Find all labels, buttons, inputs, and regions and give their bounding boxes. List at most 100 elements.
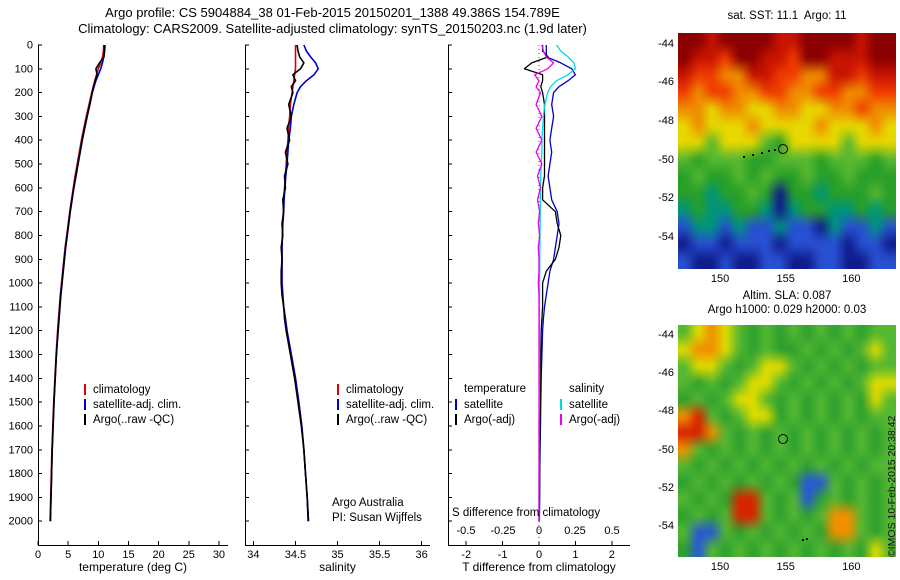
lat-tick-label: -52 <box>658 481 674 494</box>
lat-tick-label: -54 <box>658 519 674 532</box>
y-tick-label: 600 <box>15 182 33 194</box>
y-tick-label: 1500 <box>9 397 33 409</box>
y-tick-label: 1900 <box>9 492 33 504</box>
argo-adj-s-difference-line <box>533 44 555 522</box>
difference-legend-salinity: salinity satellite Argo(-adj) <box>560 382 620 427</box>
y-tick-label: 0 <box>27 40 33 52</box>
pi-line: PI: Susan Wijffels <box>332 512 422 524</box>
legend-label: Argo(..raw -QC) <box>346 413 428 426</box>
legend-item: climatology <box>337 382 434 397</box>
x-tick-label: 35.5 <box>369 549 390 561</box>
x-tick-label: 1 <box>572 549 578 561</box>
x-tick-label: 36 <box>415 549 427 561</box>
argo-australia-line: Argo Australia <box>332 497 404 509</box>
legend-item: Argo(-adj) <box>560 412 620 427</box>
y-tick-label: 300 <box>15 111 33 123</box>
s-tick-label: 0.25 <box>564 525 586 537</box>
legend-label: climatology <box>346 383 404 396</box>
salinity-profile: 34 34.5 35 35.5 36 salinity <box>245 44 430 574</box>
lon-tick-label: 155 <box>776 273 795 285</box>
lat-tick-label: -44 <box>658 329 674 342</box>
axis-frame <box>245 45 430 546</box>
legend-label: climatology <box>93 383 151 396</box>
y-tick-label: 1800 <box>9 468 33 480</box>
x-tick-label: -1 <box>498 549 508 561</box>
legend-header: salinity <box>569 383 605 395</box>
lon-tick-label: 155 <box>776 561 795 573</box>
argo-line-swatch <box>455 414 457 425</box>
temperature-legend: climatology satellite-adj. clim. Argo(..… <box>84 382 181 427</box>
y-tick-label: 800 <box>15 230 33 242</box>
figure-title-line2: Climatology: CARS2009. Satellite-adjuste… <box>78 21 587 36</box>
lat-tick-label: -48 <box>658 114 674 127</box>
lat-tick-label: -46 <box>658 367 674 380</box>
sla-title-line1: Altim. SLA: 0.087 <box>742 290 832 302</box>
satellite-line-swatch <box>455 399 457 410</box>
x-axis-label: T difference from climatology <box>462 560 616 574</box>
trajectory-dot <box>801 538 804 541</box>
y-tick-label: 200 <box>15 87 33 99</box>
temperature-profile: 0 5 10 15 20 25 300100200300400500600700800900… <box>9 40 228 574</box>
lat-tick-label: -50 <box>658 443 674 456</box>
lat-tick-label: -54 <box>658 231 674 244</box>
argo-raw-qc--line <box>49 45 106 522</box>
s-difference-label: S difference from climatology <box>452 507 601 519</box>
argo-raw-qc--line <box>280 44 309 522</box>
y-tick-label: 1600 <box>9 420 33 432</box>
trajectory-dot <box>761 151 764 154</box>
x-tick-label: 34 <box>247 549 259 561</box>
x-tick-label: 5 <box>65 549 71 561</box>
legend-item: Argo(-adj) <box>455 412 526 427</box>
satellite-adj-clim--line <box>49 44 106 522</box>
difference-legend-temperature: temperature satellite Argo(-adj) <box>455 382 526 427</box>
x-tick-label: -2 <box>461 549 471 561</box>
x-tick-label: 20 <box>153 549 165 561</box>
climatology-line-swatch <box>84 384 86 395</box>
figure-title-line1: Argo profile: CS 5904884_38 01-Feb-2015 … <box>105 5 560 20</box>
climatology-line <box>49 44 105 522</box>
s-tick-label: 0.5 <box>604 525 620 537</box>
lon-tick-label: 160 <box>842 561 861 573</box>
legend-label: satellite <box>569 398 608 411</box>
sst-map-title: sat. SST: 11.1 Argo: 11 <box>727 10 847 22</box>
float-position-marker <box>777 143 788 154</box>
trajectory-dot <box>767 150 770 152</box>
legend-item: satellite <box>455 397 526 412</box>
satellite-line-swatch <box>337 399 339 410</box>
y-tick-label: 700 <box>15 206 33 218</box>
y-tick-label: 1700 <box>9 444 33 456</box>
difference-profile: -2 -1 0 1 2T difference from climatology <box>448 44 630 574</box>
y-tick-label: 1300 <box>9 349 33 361</box>
legend-item: satellite-adj. clim. <box>84 397 181 412</box>
argo-adj-t-difference-line <box>523 45 562 522</box>
y-tick-label: 900 <box>15 254 33 266</box>
lat-tick-label: -50 <box>658 153 674 166</box>
lat-tick-label: -44 <box>658 37 674 50</box>
legend-label: satellite <box>464 398 503 411</box>
legend-label: Argo(..raw -QC) <box>93 413 175 426</box>
x-axis-label: temperature (deg C) <box>79 560 187 574</box>
legend-label: Argo(-adj) <box>569 413 621 426</box>
argo-australia-note: Argo Australia PI: Susan Wijffels <box>332 496 422 526</box>
argo-salinity-line-swatch <box>560 414 562 425</box>
lat-tick-label: -48 <box>658 405 674 418</box>
y-tick-label: 1200 <box>9 325 33 337</box>
legend-item: climatology <box>84 382 181 397</box>
lon-tick-label: 150 <box>710 561 730 573</box>
legend-label: satellite-adj. clim. <box>93 398 182 411</box>
trajectory-dot <box>774 149 777 152</box>
lat-tick-label: -46 <box>658 76 674 89</box>
climatology-line-swatch <box>337 384 339 395</box>
salinity-legend: climatology satellite-adj. clim. Argo(..… <box>337 382 434 427</box>
legend-label: Argo(-adj) <box>464 413 516 426</box>
y-tick-label: 500 <box>15 159 33 171</box>
axis-frame <box>38 45 228 546</box>
satellite-salinity-line-swatch <box>560 399 562 410</box>
satellite-line-swatch <box>84 399 86 410</box>
legend-item: Argo(..raw -QC) <box>84 412 181 427</box>
trajectory-dot <box>742 155 745 158</box>
sla-title-line2: Argo h1000: 0.029 h2000: 0.03 <box>707 304 867 316</box>
satellite-adj-clim--line <box>281 44 320 522</box>
legend-label: satellite-adj. clim. <box>346 398 435 411</box>
trajectory-dot <box>805 537 808 540</box>
